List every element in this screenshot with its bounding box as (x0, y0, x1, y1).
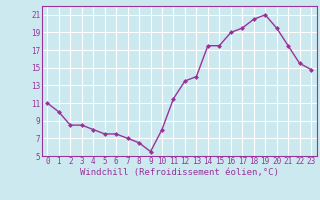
X-axis label: Windchill (Refroidissement éolien,°C): Windchill (Refroidissement éolien,°C) (80, 168, 279, 177)
